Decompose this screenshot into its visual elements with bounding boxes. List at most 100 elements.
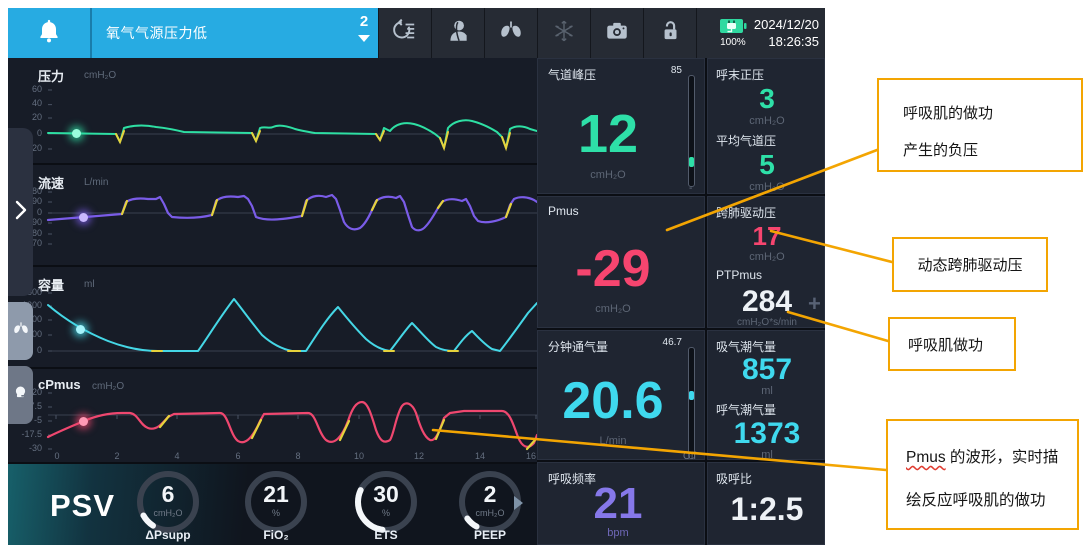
peep-value: 3 xyxy=(759,83,775,114)
ets-value: 30 xyxy=(373,481,399,507)
annotation-pmus-waveform: Pmus 的波形，实时描 绘反应呼吸肌的做功 xyxy=(886,419,1079,530)
annotation-text: 绘反应呼吸肌的做功 xyxy=(906,492,1046,509)
ventilation-mode-button[interactable]: PSV xyxy=(50,488,116,523)
alarm-count: 2 xyxy=(359,13,369,30)
alarm-count-dropdown[interactable]: 2 xyxy=(352,13,376,48)
lungs-icon xyxy=(12,320,30,343)
minute-volume-scale-max: 46.7 xyxy=(662,337,682,348)
knob-peep[interactable]: 2 cmH₂O PEEP xyxy=(440,466,540,547)
tile-paw-peak[interactable]: 气道峰压 12 cmH₂O 85 - xyxy=(537,58,705,194)
tile-ie-ratio[interactable]: 吸呼比 1:2.5 xyxy=(707,462,825,545)
x-tick: 4 xyxy=(174,451,180,461)
ptpmus-value: 284 xyxy=(741,285,793,318)
rr-label: 呼吸频率 xyxy=(548,472,597,486)
freeze-button[interactable] xyxy=(537,8,590,58)
peep-knob-label: PEEP xyxy=(473,528,506,542)
volume-sweep-dot xyxy=(76,325,85,334)
pressure-unit: cmH₂O xyxy=(84,70,117,81)
rr-unit: bpm xyxy=(607,527,629,539)
minute-volume-label: 分钟通气量 xyxy=(548,340,609,354)
trends-history-button[interactable] xyxy=(378,8,431,58)
sidebar-expander-tab[interactable] xyxy=(8,128,33,296)
patient-icon xyxy=(445,18,471,49)
annotation-text: 动态跨肺驱动压 xyxy=(917,257,1023,274)
peep-unit: cmH₂O xyxy=(749,115,785,127)
vte-unit: ml xyxy=(761,449,773,461)
tile-tidal-volumes[interactable]: 吸气潮气量 857 ml 呼气潮气量 1373 ml xyxy=(707,330,825,461)
cpmus-sweep-dot xyxy=(79,417,88,426)
bell-icon xyxy=(35,17,63,50)
annotation-text: 呼吸肌的做功 xyxy=(903,105,994,122)
snowflake-icon xyxy=(551,18,577,49)
tile-peep-mean[interactable]: 呼末正压 3 cmH₂O 平均气道压 5 cmH₂O xyxy=(707,58,825,194)
knob-dpsupp[interactable]: 6 cmH₂O ΔPsupp xyxy=(118,466,218,547)
y-tick: 90 xyxy=(31,196,42,206)
play-arrow-icon xyxy=(513,496,524,515)
pmus-unit: cmH₂O xyxy=(595,303,631,315)
battery-icon xyxy=(719,19,747,37)
minute-volume-value: 20.6 xyxy=(562,372,664,430)
transpulm-unit: cmH₂O xyxy=(749,251,785,263)
knob-fio2[interactable]: 21 % FiO₂ xyxy=(226,466,326,547)
ventilation-lungs-button[interactable] xyxy=(484,8,537,58)
tile-respiratory-rate[interactable]: 呼吸频率 21 bpm xyxy=(537,462,705,545)
fio2-value: 21 xyxy=(263,481,289,507)
paw-peak-scale-indicator xyxy=(689,157,694,167)
peep-knob-value: 2 xyxy=(483,481,497,507)
tile-transpulm-ptpmus[interactable]: 跨肺驱动压 17 cmH₂O PTPmus 284 cmH₂O*s/min + xyxy=(707,196,825,328)
pressure-waveform-panel[interactable]: 压力 cmH₂O 60 40 20 0 -20 xyxy=(8,58,537,163)
fio2-unit: % xyxy=(271,508,280,518)
x-tick: 0 xyxy=(54,451,60,461)
patient-head-tab[interactable] xyxy=(8,366,33,424)
ie-ratio-label: 吸呼比 xyxy=(716,472,753,486)
cpmus-waveform-panel[interactable]: cPmus cmH₂O 20 7.5 -5 -17.5 -30 0 2 4 6 xyxy=(8,367,537,462)
transpulm-value: 17 xyxy=(752,221,782,251)
y-tick: 0 xyxy=(36,128,42,138)
minute-volume-scale-min: Off xyxy=(683,451,697,462)
volume-waveform-panel[interactable]: 容量 ml 1600 1200 800 400 0 xyxy=(8,265,537,367)
patient-button[interactable] xyxy=(431,8,484,58)
minute-volume-unit: L/min xyxy=(599,435,627,447)
vti-label: 吸气潮气量 xyxy=(716,340,777,354)
paw-peak-value: 12 xyxy=(577,104,639,164)
peep-label: 呼末正压 xyxy=(716,68,765,82)
vti-value: 857 xyxy=(741,353,793,386)
alarm-bell-button[interactable] xyxy=(8,8,92,58)
x-tick: 6 xyxy=(235,451,241,461)
peep-knob-unit: cmH₂O xyxy=(475,508,505,518)
tile-minute-volume[interactable]: 分钟通气量 20.6 L/min 46.7 Off xyxy=(537,330,705,462)
pressure-sweep-dot xyxy=(72,129,81,138)
pressure-waveform xyxy=(47,89,537,152)
date-label: 2024/12/20 xyxy=(753,17,819,32)
minute-volume-scale-bar xyxy=(688,347,695,459)
flow-waveform xyxy=(46,191,537,245)
flow-waveform-panel[interactable]: 流速 L/min 180 90 0 -90 -180 -270 xyxy=(8,163,537,265)
time-label: 18:26:35 xyxy=(768,34,819,49)
next-settings-page-button[interactable] xyxy=(513,495,524,516)
screen-lock-button[interactable] xyxy=(643,8,696,58)
paw-mean-unit: cmH₂O xyxy=(749,181,785,193)
annotation-term: Pmus xyxy=(906,449,946,466)
snapshot-button[interactable] xyxy=(590,8,643,58)
flow-label: 流速 xyxy=(38,176,65,191)
dpsupp-label: ΔPsupp xyxy=(145,528,191,542)
knob-ets[interactable]: 30 % ETS xyxy=(336,466,436,547)
lung-function-tab[interactable] xyxy=(8,302,33,360)
paw-peak-label: 气道峰压 xyxy=(548,68,597,82)
active-alarm-message[interactable]: 氧气气源压力低 xyxy=(106,25,208,41)
y-tick: 800 xyxy=(26,314,42,324)
knob-ring xyxy=(355,471,417,533)
x-tick: 10 xyxy=(353,451,364,461)
knob-ring xyxy=(137,471,199,533)
add-parameter-button[interactable]: + xyxy=(808,291,821,316)
cpmus-waveform xyxy=(46,392,537,451)
paw-peak-scale-min: - xyxy=(689,183,693,194)
top-icon-row: 100% 2024/12/20 18:26:35 xyxy=(378,8,825,58)
patient-head-icon xyxy=(12,384,29,406)
ets-label: ETS xyxy=(374,528,398,542)
tile-pmus[interactable]: Pmus -29 cmH₂O xyxy=(537,196,705,328)
datetime: 2024/12/20 18:26:35 xyxy=(754,16,819,50)
minute-volume-scale-indicator xyxy=(689,391,694,400)
alarm-bar[interactable]: 氧气气源压力低 2 xyxy=(8,8,378,58)
